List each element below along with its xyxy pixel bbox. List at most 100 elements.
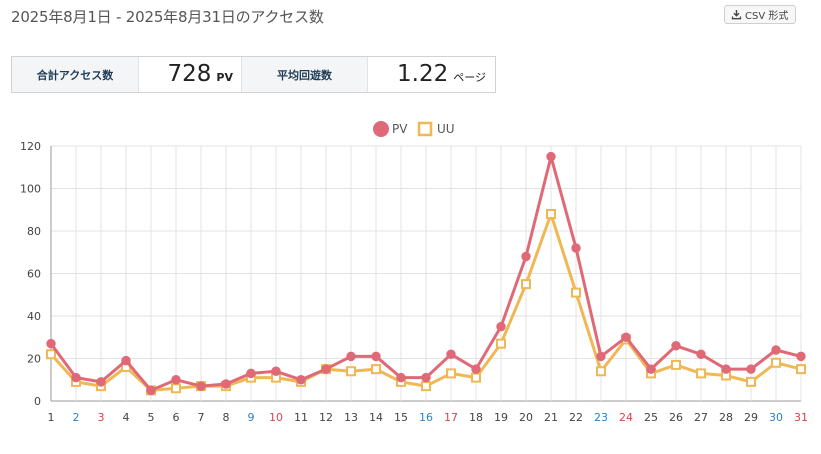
data-point-pv[interactable] [371, 351, 381, 362]
data-point-pv[interactable] [796, 351, 806, 362]
avg-pages-number: 1.22 [397, 61, 449, 87]
data-point-pv[interactable] [446, 349, 456, 359]
chart-legend: PV UU [373, 121, 455, 137]
y-tick-label: 120 [20, 140, 41, 153]
x-tick-label: 26 [669, 411, 683, 424]
data-point-uu[interactable] [371, 364, 381, 375]
y-tick-label: 60 [27, 268, 41, 281]
y-tick-label: 0 [34, 395, 41, 408]
data-point-uu[interactable] [571, 287, 581, 298]
csv-button-label: CSV 形式 [745, 11, 789, 22]
data-point-pv[interactable] [571, 243, 581, 253]
data-point-uu[interactable] [421, 381, 431, 392]
x-tick-label: 23 [594, 411, 608, 424]
data-point-pv[interactable] [221, 379, 231, 389]
chart-grid [50, 145, 802, 402]
x-tick-label: 27 [694, 411, 708, 424]
data-point-pv[interactable] [121, 355, 131, 366]
x-tick-label: 15 [394, 411, 408, 424]
summary-stats: 合計アクセス数 728 PV 平均回遊数 1.22 ページ [11, 56, 496, 93]
avg-pages-value: 1.22 ページ [368, 57, 494, 92]
x-tick-label: 10 [269, 411, 283, 424]
x-tick-label: 13 [344, 411, 358, 424]
x-tick-label: 22 [569, 411, 583, 424]
data-point-pv[interactable] [71, 372, 81, 383]
data-point-uu[interactable] [446, 368, 456, 379]
data-point-pv[interactable] [346, 351, 356, 362]
data-point-pv[interactable] [421, 372, 431, 383]
x-tick-label: 25 [644, 411, 658, 424]
y-tick-label: 40 [27, 310, 41, 323]
total-access-number: 728 [167, 61, 212, 87]
x-tick-label: 21 [544, 411, 558, 424]
data-point-pv[interactable] [46, 338, 56, 349]
y-tick-label: 20 [27, 353, 41, 366]
data-point-pv[interactable] [646, 364, 656, 374]
data-point-pv[interactable] [771, 345, 781, 355]
data-point-pv[interactable] [396, 372, 406, 383]
x-tick-label: 6 [173, 411, 180, 424]
csv-export-button[interactable]: CSV 形式 [724, 5, 797, 24]
data-point-pv[interactable] [721, 364, 731, 374]
legend-uu-marker [417, 121, 433, 137]
x-tick-label: 30 [769, 411, 783, 424]
data-point-pv[interactable] [171, 375, 181, 385]
data-point-pv[interactable] [496, 321, 506, 332]
data-point-uu[interactable] [521, 279, 531, 290]
data-point-uu[interactable] [671, 359, 681, 370]
data-point-uu[interactable] [546, 209, 556, 219]
x-tick-label: 2 [73, 411, 80, 424]
data-point-pv[interactable] [696, 349, 706, 359]
data-point-uu[interactable] [771, 357, 781, 368]
x-tick-label: 14 [369, 411, 383, 424]
x-tick-label: 4 [123, 411, 130, 424]
data-point-pv[interactable] [621, 332, 631, 342]
x-tick-label: 28 [719, 411, 733, 424]
x-tick-label: 20 [519, 411, 533, 424]
data-point-pv[interactable] [596, 351, 606, 362]
legend-uu-label[interactable]: UU [437, 122, 455, 136]
x-tick-label: 29 [744, 411, 758, 424]
data-point-uu[interactable] [46, 349, 56, 360]
x-tick-label: 19 [494, 411, 508, 424]
data-point-pv[interactable] [271, 366, 281, 376]
data-point-pv[interactable] [471, 364, 481, 374]
data-point-uu[interactable] [746, 376, 756, 387]
data-point-pv[interactable] [296, 375, 306, 385]
data-point-uu[interactable] [496, 338, 506, 349]
series-pv [46, 151, 806, 396]
data-point-pv[interactable] [546, 151, 556, 162]
data-point-pv[interactable] [96, 377, 106, 387]
data-point-uu[interactable] [171, 383, 181, 394]
data-point-uu[interactable] [696, 368, 706, 379]
x-tick-label: 9 [248, 411, 255, 424]
x-tick-label: 7 [198, 411, 205, 424]
data-point-pv[interactable] [671, 341, 681, 351]
data-point-pv[interactable] [746, 364, 756, 374]
x-tick-label: 1 [48, 411, 55, 424]
data-point-uu[interactable] [471, 372, 481, 383]
x-tick-label: 11 [294, 411, 308, 424]
data-point-pv[interactable] [321, 364, 331, 374]
data-point-uu[interactable] [796, 364, 806, 375]
x-tick-label: 5 [148, 411, 155, 424]
x-tick-label: 31 [794, 411, 808, 424]
x-tick-label: 18 [469, 411, 483, 424]
data-point-uu[interactable] [596, 366, 606, 377]
data-point-pv[interactable] [196, 381, 206, 391]
x-tick-label: 12 [319, 411, 333, 424]
legend-pv-label[interactable]: PV [392, 122, 408, 136]
y-axis-ticks: 0 20 40 60 80 100 120 [20, 140, 41, 408]
data-point-pv[interactable] [521, 251, 531, 262]
legend-pv-marker [373, 121, 389, 137]
data-point-pv[interactable] [246, 368, 256, 379]
avg-pages-label: 平均回遊数 [241, 57, 368, 92]
data-point-pv[interactable] [146, 385, 156, 396]
x-axis-ticks: 1 2 3 4 5 6 7 8 9 10 11 12 13 14 15 16 17 18 19 20 21 22 23 24 2… [48, 411, 809, 424]
x-tick-label: 3 [98, 411, 105, 424]
data-point-uu[interactable] [346, 366, 356, 377]
x-tick-label: 8 [223, 411, 230, 424]
total-access-value: 728 PV [139, 57, 241, 92]
x-tick-label: 24 [619, 411, 633, 424]
